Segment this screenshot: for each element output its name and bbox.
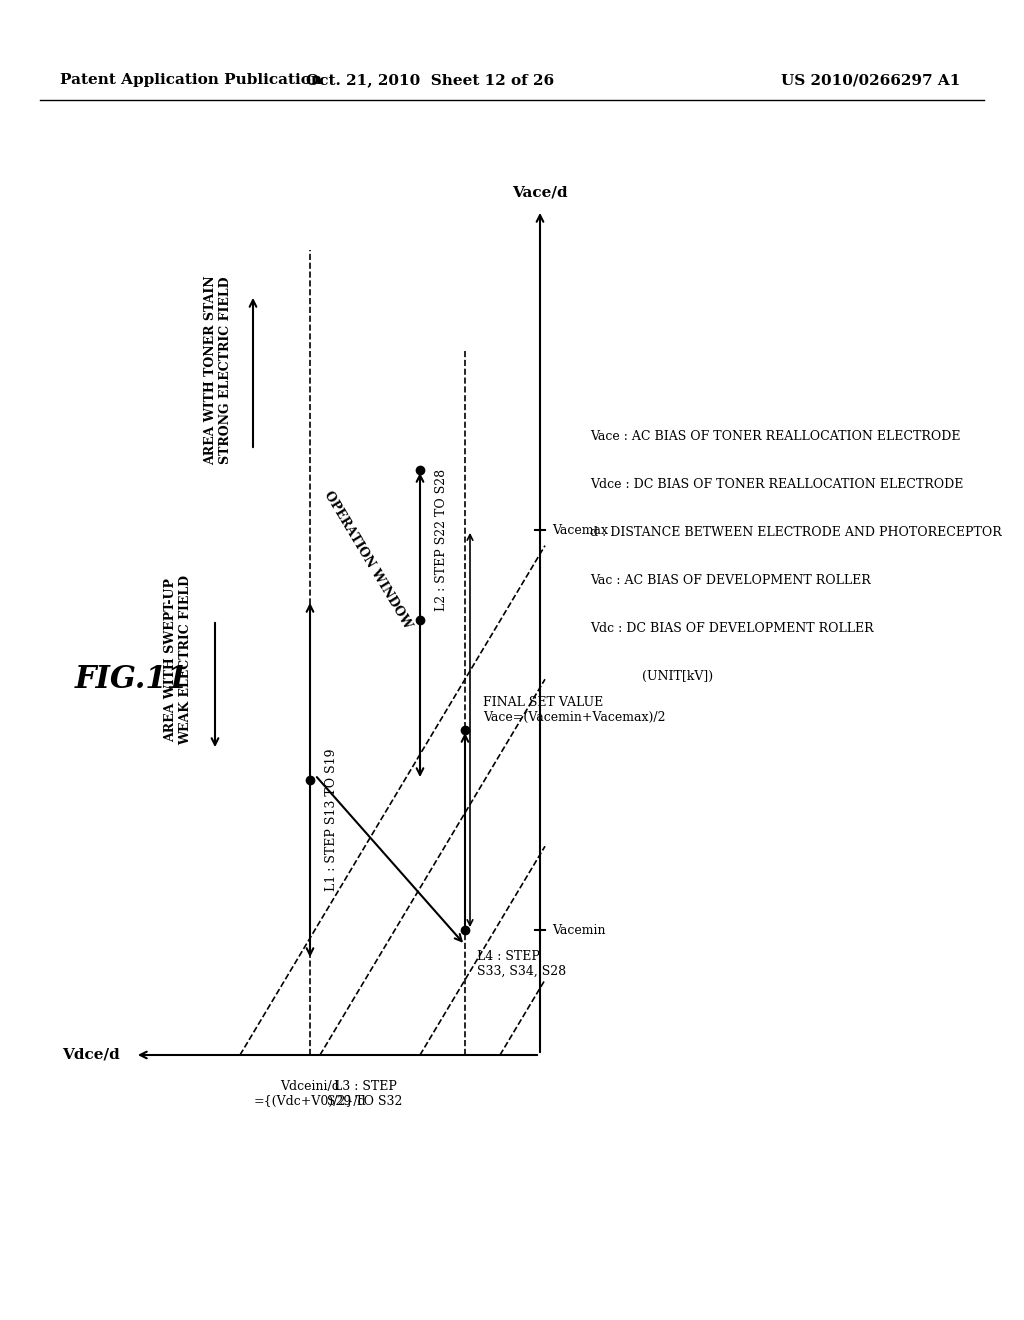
Text: OPERATION WINDOW: OPERATION WINDOW [322, 488, 415, 631]
Text: Vac : AC BIAS OF DEVELOPMENT ROLLER: Vac : AC BIAS OF DEVELOPMENT ROLLER [590, 574, 870, 587]
Text: Vdce : DC BIAS OF TONER REALLOCATION ELECTRODE: Vdce : DC BIAS OF TONER REALLOCATION ELE… [590, 478, 964, 491]
Text: L4 : STEP
S33, S34, S28: L4 : STEP S33, S34, S28 [477, 950, 566, 978]
Text: Vacemax: Vacemax [552, 524, 608, 536]
Text: AREA WITH TONER STAIN
STRONG ELECTRIC FIELD: AREA WITH TONER STAIN STRONG ELECTRIC FI… [204, 275, 232, 465]
Text: L1 : STEP S13 TO S19: L1 : STEP S13 TO S19 [325, 748, 338, 891]
Text: d : DISTANCE BETWEEN ELECTRODE AND PHOTORECEPTOR: d : DISTANCE BETWEEN ELECTRODE AND PHOTO… [590, 525, 1001, 539]
Text: Vacemin: Vacemin [552, 924, 605, 936]
Text: L3 : STEP
S29 TO S32: L3 : STEP S29 TO S32 [328, 1080, 402, 1107]
Text: FIG.11: FIG.11 [75, 664, 188, 696]
Text: Oct. 21, 2010  Sheet 12 of 26: Oct. 21, 2010 Sheet 12 of 26 [306, 73, 554, 87]
Text: Vdceini/d
={(Vdc+V0)/2}/d: Vdceini/d ={(Vdc+V0)/2}/d [254, 1080, 367, 1107]
Text: FINAL SET VALUE
Vace=(Vacemin+Vacemax)/2: FINAL SET VALUE Vace=(Vacemin+Vacemax)/2 [483, 696, 666, 723]
Text: US 2010/0266297 A1: US 2010/0266297 A1 [780, 73, 961, 87]
Text: Vdce/d: Vdce/d [62, 1048, 120, 1063]
Text: (UNIT[kV]): (UNIT[kV]) [590, 671, 713, 682]
Text: Vace/d: Vace/d [512, 186, 568, 201]
Text: AREA WITH SWEPT-UP
WEAK ELECTRIC FIELD: AREA WITH SWEPT-UP WEAK ELECTRIC FIELD [164, 576, 193, 744]
Text: Vdc : DC BIAS OF DEVELOPMENT ROLLER: Vdc : DC BIAS OF DEVELOPMENT ROLLER [590, 622, 873, 635]
Text: Patent Application Publication: Patent Application Publication [60, 73, 322, 87]
Text: Vace : AC BIAS OF TONER REALLOCATION ELECTRODE: Vace : AC BIAS OF TONER REALLOCATION ELE… [590, 430, 961, 444]
Text: L2 : STEP S22 TO S28: L2 : STEP S22 TO S28 [435, 469, 449, 611]
